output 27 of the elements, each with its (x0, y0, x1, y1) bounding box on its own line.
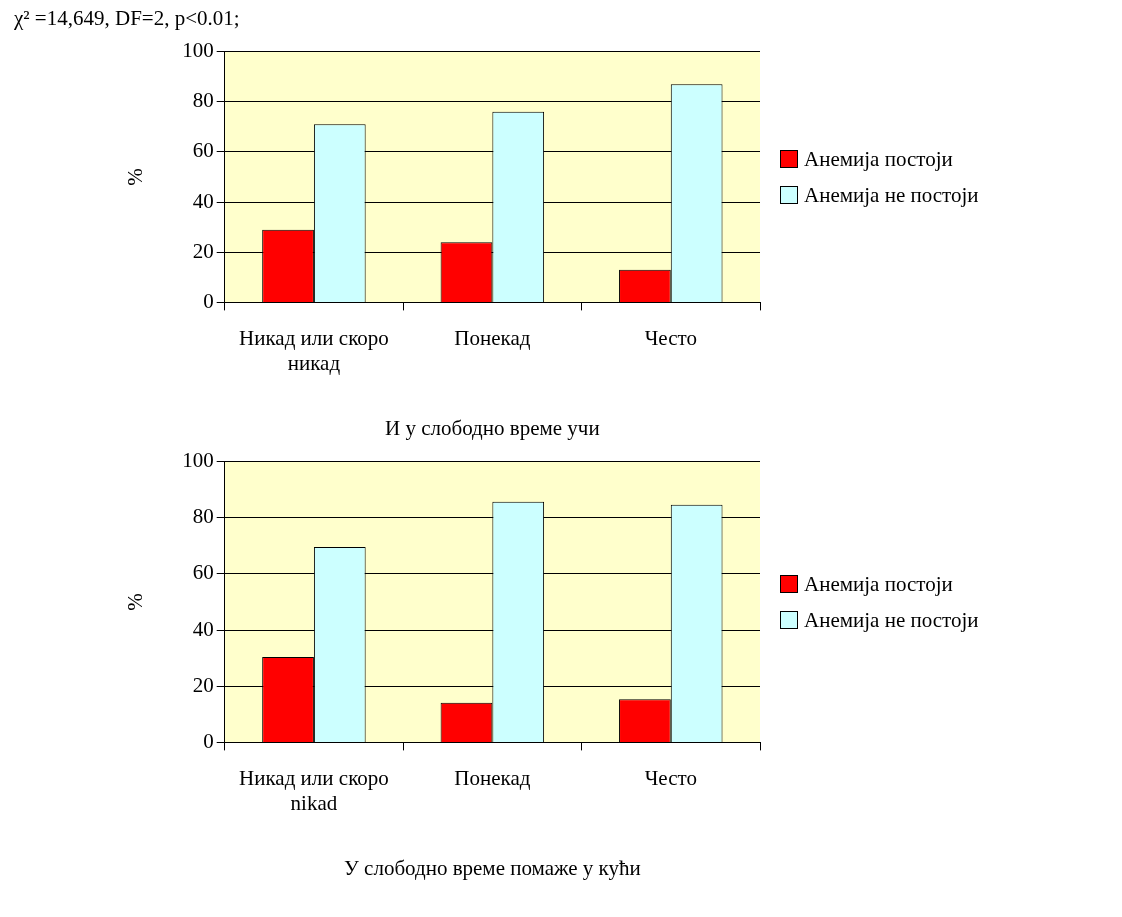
x-tick-label: Понекад (454, 765, 531, 790)
y-tick-label: 20 (192, 238, 214, 263)
legend-label: Анемија не постоји (804, 607, 979, 634)
x-axis-title: У слободно време помаже у кући (343, 855, 641, 880)
x-axis-title: И у слободно време учи (385, 415, 600, 440)
y-tick-label: 20 (192, 672, 214, 697)
legend-label: Анемија постоји (804, 571, 953, 598)
y-tick-label: 80 (192, 88, 214, 113)
text: χ² =14,649, DF=2, p<0.01; (13, 5, 241, 32)
y-tick-label: 60 (192, 138, 214, 163)
y-tick-label: 0 (203, 728, 214, 753)
y-tick-label: 80 (192, 504, 214, 529)
legend-label: Анемија постоји (804, 146, 953, 173)
x-tick-label: Често (644, 325, 697, 350)
x-tick-label: Никад или скоро никад (239, 325, 389, 375)
y-tick-label: 0 (203, 288, 214, 313)
legend-label: Анемија не постоји (804, 182, 979, 209)
y-tick-label: 40 (192, 188, 214, 213)
y-axis-title: % (123, 593, 148, 611)
x-tick-label: Никад или скоро nikad (239, 765, 389, 815)
y-tick-label: 40 (192, 616, 214, 641)
y-tick-label: 100 (182, 38, 214, 63)
y-axis-title: % (123, 168, 148, 186)
x-tick-label: Често (644, 765, 697, 790)
y-tick-label: 60 (192, 560, 214, 585)
x-tick-label: Понекад (454, 325, 531, 350)
y-tick-label: 100 (182, 448, 214, 473)
